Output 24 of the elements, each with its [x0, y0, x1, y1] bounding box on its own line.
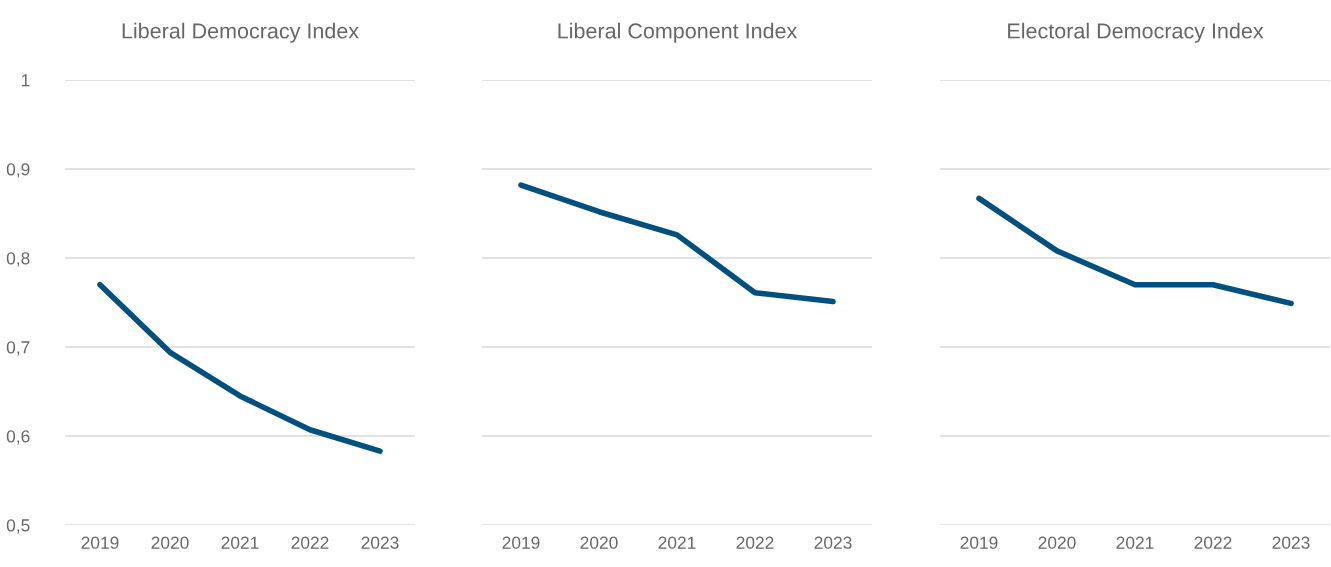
chart-title: Electoral Democracy Index	[1008, 22, 1264, 43]
y-tick-label: 0,5	[6, 519, 30, 534]
chart-title: Liberal Component Index	[558, 22, 798, 43]
y-tick-label: 1	[21, 74, 30, 87]
x-tick-label: 2019	[960, 536, 998, 549]
x-tick-label: 2021	[658, 536, 696, 549]
y-tick-label: 0,9	[6, 163, 30, 178]
x-tick-label: 2019	[502, 536, 540, 549]
y-tick-label: 0,8	[6, 252, 30, 267]
x-tick-label: 2020	[1038, 536, 1076, 549]
x-tick-label: 2023	[361, 536, 399, 549]
x-tick-label: 2021	[221, 536, 259, 549]
x-tick-label: 2021	[1116, 536, 1154, 549]
chart-title: Liberal Democracy Index	[122, 22, 359, 43]
x-tick-label: 2022	[736, 536, 774, 549]
x-tick-label: 2023	[1272, 536, 1310, 549]
x-tick-label: 2023	[814, 536, 852, 549]
y-tick-label: 0,7	[6, 341, 30, 356]
x-tick-label: 2020	[580, 536, 618, 549]
x-tick-label: 2022	[291, 536, 329, 549]
x-tick-label: 2019	[81, 536, 119, 549]
y-tick-label: 0,6	[6, 430, 30, 445]
x-tick-label: 2020	[151, 536, 189, 549]
x-tick-label: 2022	[1194, 536, 1232, 549]
